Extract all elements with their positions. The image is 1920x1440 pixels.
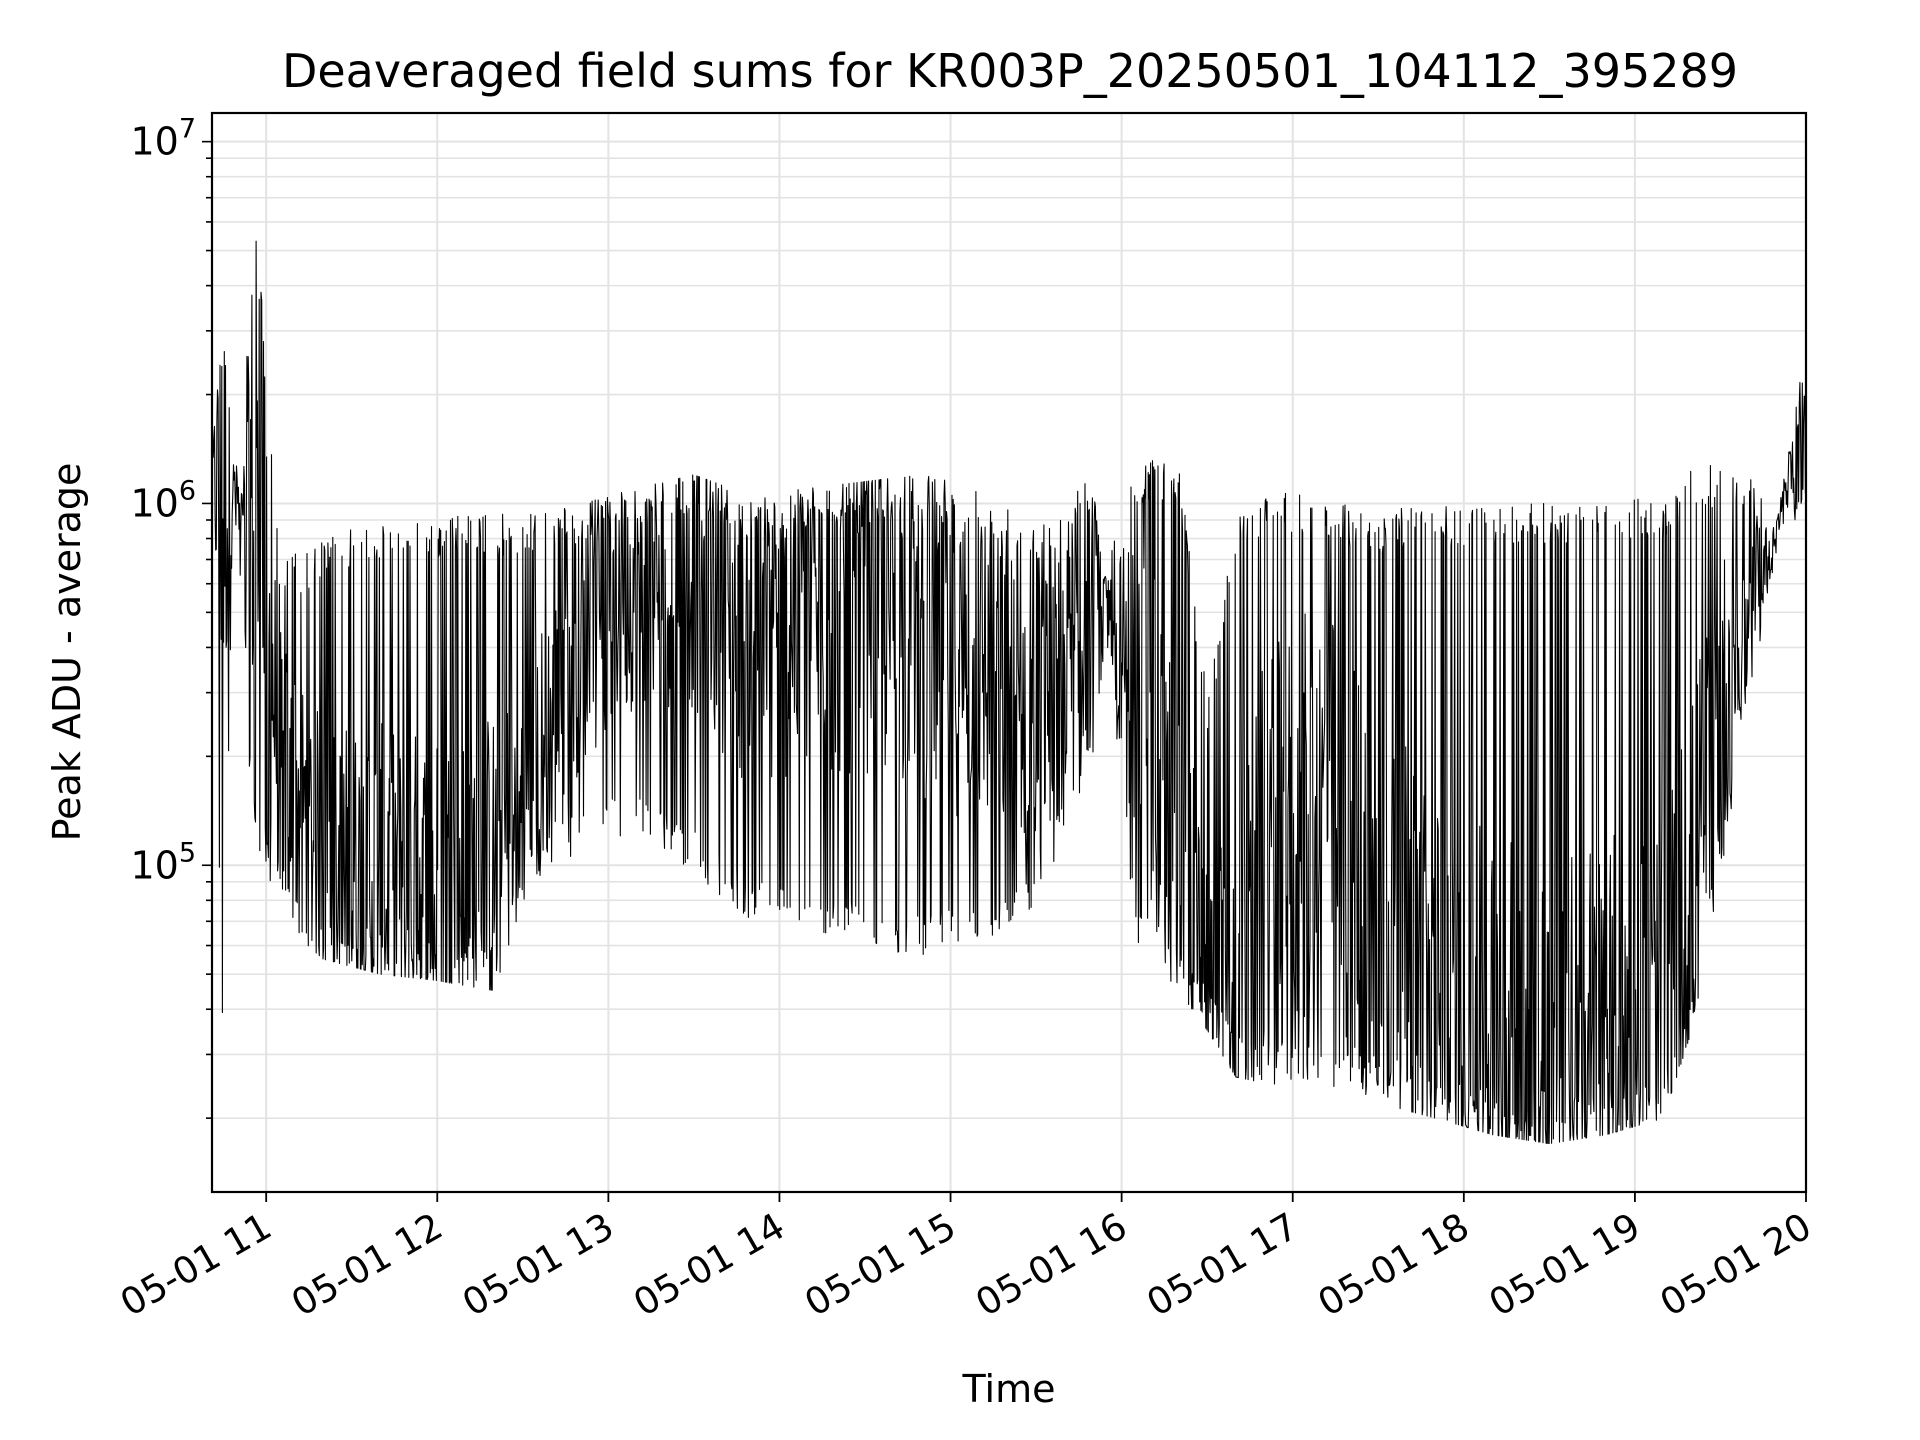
x-tick-label: 05-01 16 (969, 1205, 1135, 1325)
x-tick-label: 05-01 11 (113, 1205, 279, 1325)
x-tick-label: 05-01 20 (1653, 1205, 1819, 1325)
x-tick-label: 05-01 15 (797, 1205, 963, 1325)
chart-title: Deaveraged field sums for KR003P_2025050… (282, 44, 1738, 98)
x-axis-label: Time (962, 1367, 1056, 1411)
x-tick-label: 05-01 18 (1311, 1205, 1477, 1325)
x-axis: 05-01 11 05-01 12 05-01 13 05-01 14 05-01 15… (113, 1192, 1819, 1325)
x-tick-label: 05-01 13 (455, 1205, 621, 1325)
series-path (211, 240, 1807, 1145)
x-tick-label: 05-01 17 (1140, 1205, 1306, 1325)
x-tick-label: 05-01 19 (1482, 1205, 1648, 1325)
plot-frame (210, 111, 1808, 1194)
y-axis-label: Peak ADU - average (45, 463, 89, 842)
x-tick-label: 05-01 12 (284, 1205, 450, 1325)
series-line (211, 240, 1807, 1145)
y-tick-label: 105 (130, 837, 196, 887)
y-tick-label: 107 (130, 114, 196, 164)
y-tick-label: 106 (130, 475, 196, 525)
x-tick-label: 05-01 14 (626, 1205, 792, 1325)
y-axis: 105 106 107 (130, 114, 212, 1119)
